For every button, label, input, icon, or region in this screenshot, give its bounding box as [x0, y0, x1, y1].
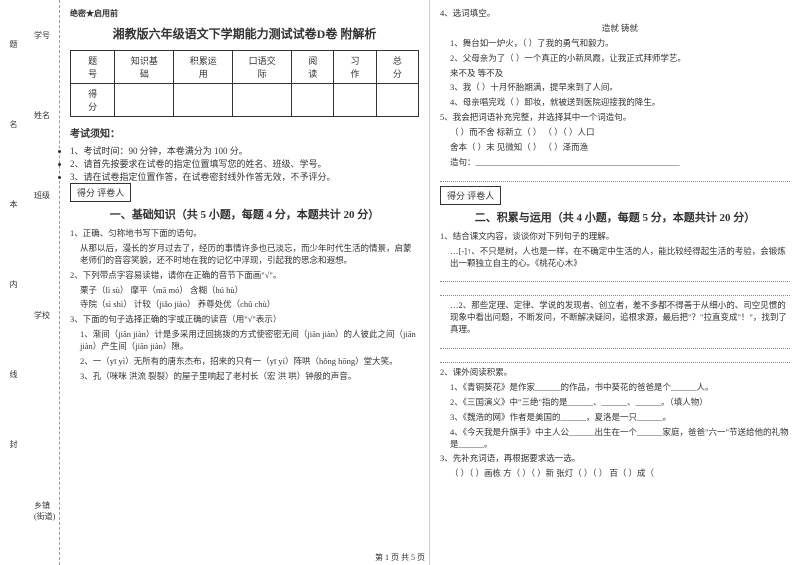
notice-item: 2、请首先按要求在试卷的指定位置填写您的姓名、班级、学号。 [70, 157, 419, 170]
q23-stem: 3、先补充词语，再根据要求选一选。 [440, 453, 790, 465]
side-char-5: 封 [8, 440, 19, 448]
q22-line-0: 1、《青铜葵花》是作家______的作品，书中葵花的爸爸是个______人。 [450, 382, 790, 394]
binding-label-school: 学校 [34, 310, 50, 321]
q21-s2: …2、那些定理、定律、学说的发现者、创立者，差不多都不得善于从细小的、司空见惯的… [450, 300, 790, 336]
scorer-box-2: 得分 评卷人 [440, 186, 501, 205]
notice-item: 1、考试时间：90 分钟，本卷满分为 100 分。 [70, 144, 419, 157]
table-row: 题 号 知识基础 积累运用 口语交际 阅读 习作 总分 [71, 51, 419, 84]
q23-line: （ ）（ ）画栋 方（ ）（ ）新 张灯（ ）（ ） 百（ ）成（ [450, 468, 790, 480]
binding-label-id: 学号 [34, 30, 50, 41]
answer-line [440, 286, 790, 296]
side-char-4: 线 [8, 370, 19, 378]
q5-line-1: 舍本（ ）末 见微知（ ） （ ）泽而渔 [450, 142, 790, 154]
q3-line-1: 2、一（yī yì）无所有的唐东杰布，招来的只有一（yī yí）阵哄（hǒng … [80, 356, 419, 368]
q3-line-2: 3、孔（咪咪 洪流 裂裂）的屋子里响起了老村长（宏 洪 哄）钟般的声音。 [80, 371, 419, 383]
th-5: 习作 [334, 51, 376, 84]
q3-stem: 3、下面的句子选择正确的字或正确的读音（用"√"表示） [70, 314, 419, 326]
q5-line-2: 造句：_____________________________________… [450, 157, 790, 169]
exam-page: 学号 题 姓名 名 班级 本 内 学校 线 封 乡镇(街道) 绝密★启用前 湘教… [0, 0, 800, 565]
q2-stem: 2、下列带点字容易读错，请你在正确的音节下面画"√"。 [70, 270, 419, 282]
q21-s1: …[-]↑、不只是树，人也是一样，在不确定中生活的人，能比较经得起生活的考验，会… [450, 246, 790, 270]
notice-item: 3、请在试卷指定位置作答，在试卷密封线外作答无效，不予评分。 [70, 170, 419, 183]
notice-title: 考试须知： [70, 125, 419, 140]
q5-stem: 5、我会把词语补充完整，并选择其中一个词造句。 [440, 112, 790, 124]
section-1-title: 一、基础知识（共 5 小题，每题 4 分，本题共计 20 分） [70, 206, 419, 222]
q22-line-3: 4、《今天我是升旗手》中主人公______出生在一个______家庭，爸爸"六一… [450, 427, 790, 451]
q4-line-1: 2、父母亲为了（ ）一个真正的小新凤霞，让我正式拜师学艺。 [450, 53, 790, 65]
q4-line-4: 4、母亲唱完戏（ ）卸妆，就被送到医院迎接我的降生。 [450, 97, 790, 109]
q5-line-0: （ ）而不舍 标新立（ ） （ ）（ ）人口 [450, 127, 790, 139]
q1-body: 从那以后，漫长的岁月过去了，经历的事情许多也已淡忘，而少年时代生活的情景，启蒙老… [80, 243, 419, 267]
answer-line [440, 272, 790, 282]
q4-line-3: 3、我（ ）十月怀胎期满，提早来到了人间。 [450, 82, 790, 94]
th-2: 积累运用 [174, 51, 233, 84]
q1-stem: 1、正确、匀称地书写下面的语句。 [70, 228, 419, 240]
th-1: 知识基础 [115, 51, 174, 84]
q3-line-0: 1、渐间（jiān jiàn）计是多采用迂回挑拨的方式使密密无间（jiān ji… [80, 329, 419, 353]
side-char-3: 内 [8, 280, 19, 288]
q21-stem: 1、结合课文内容，谈谈你对下列句子的理解。 [440, 231, 790, 243]
th-0: 题 号 [71, 51, 115, 84]
q22-stem: 2、课外阅读积累。 [440, 367, 790, 379]
q22-line-1: 2、《三国演义》中"三绝"指的是______、______、______。（填人… [450, 397, 790, 409]
secret-label: 绝密★启用前 [70, 8, 419, 19]
q2-line-1: 寺院（sì shì） 计较（jiǎo jiào） 养尊处优（chǔ chù） [80, 299, 419, 311]
left-column: 绝密★启用前 湘教版六年级语文下学期能力测试试卷D卷 附解析 题 号 知识基础 … [60, 0, 430, 565]
table-row: 得 分 [71, 84, 419, 117]
row-label: 得 分 [71, 84, 115, 117]
section-2-title: 二、积累与运用（共 4 小题，每题 5 分，本题共计 20 分） [440, 209, 790, 225]
notice-list: 1、考试时间：90 分钟，本卷满分为 100 分。 2、请首先按要求在试卷的指定… [70, 144, 419, 183]
score-table: 题 号 知识基础 积累运用 口语交际 阅读 习作 总分 得 分 [70, 50, 419, 117]
q4-line-2: 来不及 等不及 [450, 68, 790, 80]
answer-line [440, 172, 790, 182]
answer-line [440, 339, 790, 349]
binding-label-name: 姓名 [34, 110, 50, 121]
side-char-0: 题 [8, 40, 19, 48]
content-area: 绝密★启用前 湘教版六年级语文下学期能力测试试卷D卷 附解析 题 号 知识基础 … [60, 0, 800, 565]
exam-title: 湘教版六年级语文下学期能力测试试卷D卷 附解析 [70, 25, 419, 42]
binding-label-class: 班级 [34, 190, 50, 201]
th-3: 口语交际 [233, 51, 292, 84]
binding-margin: 学号 题 姓名 名 班级 本 内 学校 线 封 乡镇(街道) [0, 0, 60, 565]
q4-pair: 造就 铸就 [450, 23, 790, 35]
right-column: 4、选词填空。 造就 铸就 1、舞台如一炉火，（ ）了我的勇气和毅力。 2、父母… [430, 0, 800, 565]
side-char-1: 名 [8, 120, 19, 128]
answer-line [440, 353, 790, 363]
side-char-2: 本 [8, 200, 19, 208]
page-footer: 第 1 页 共 5 页 [0, 552, 800, 563]
q4-stem: 4、选词填空。 [440, 8, 790, 20]
th-6: 总分 [376, 51, 418, 84]
q2-line-0: 栗子（lì sù） 摩平（mā mó） 含糊（hú hù） [80, 285, 419, 297]
th-4: 阅读 [292, 51, 334, 84]
q4-line-0: 1、舞台如一炉火，（ ）了我的勇气和毅力。 [450, 38, 790, 50]
binding-label-town: 乡镇(街道) [34, 500, 59, 522]
q22-line-2: 3、《魏浩的网》作者是美国的______，夏洛是一只______。 [450, 412, 790, 424]
scorer-box: 得分 评卷人 [70, 183, 131, 202]
